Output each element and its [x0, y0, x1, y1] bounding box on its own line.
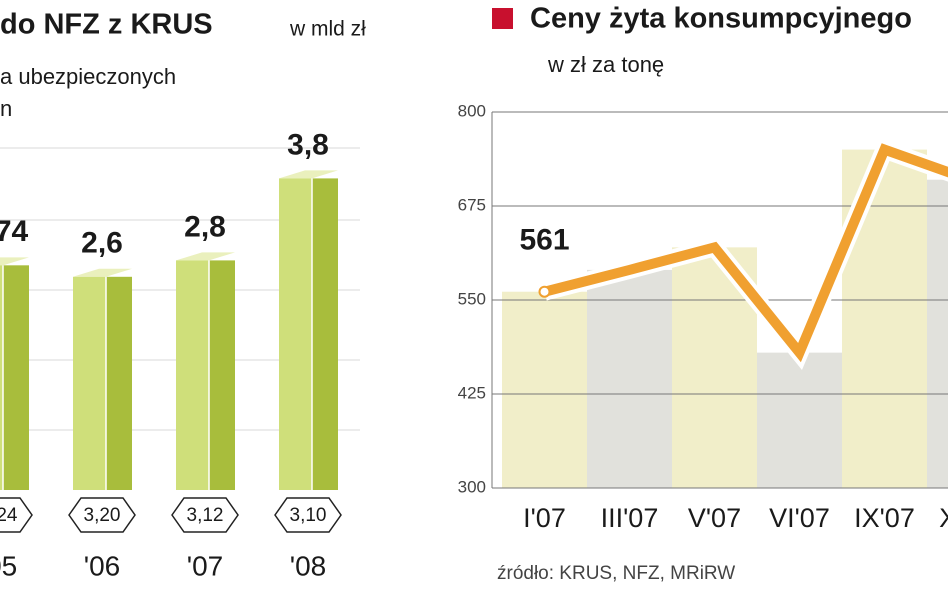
- bar-side: [3, 265, 29, 490]
- value-label: 3,8: [287, 128, 329, 161]
- y-tick-label: 550: [458, 289, 486, 308]
- subtitle: w zł za tonę: [547, 52, 664, 77]
- x-tick-label: '08: [290, 550, 327, 581]
- x-tick-label: III'07: [601, 503, 659, 533]
- bar-side: [106, 276, 132, 490]
- x-tick-label: I'07: [523, 503, 566, 533]
- value-label: 2,8: [184, 210, 226, 243]
- badge: [0, 497, 33, 533]
- badge: [68, 497, 136, 533]
- y-tick-label: 675: [458, 195, 486, 214]
- bar: [279, 178, 312, 490]
- legend-marker: [492, 8, 513, 29]
- x-tick-label: V'07: [688, 503, 741, 533]
- bar-top: [0, 257, 29, 266]
- bar-side: [312, 178, 338, 490]
- column: [757, 352, 842, 488]
- badge-label: 3,12: [187, 505, 224, 526]
- x-tick-label: '05: [0, 550, 17, 581]
- column: [502, 291, 587, 488]
- bar-top: [279, 170, 338, 179]
- bar: [176, 260, 209, 490]
- x-tick-label: IX'07: [854, 503, 915, 533]
- y-tick-label: 425: [458, 383, 486, 402]
- badge-label: 3,10: [290, 505, 327, 526]
- unit-label: w mld zł: [289, 18, 366, 41]
- bar-top: [73, 268, 132, 277]
- source: źródło: KRUS, NFZ, MRiRW: [497, 563, 735, 584]
- x-tick-label: '06: [84, 550, 121, 581]
- badge: [171, 497, 239, 533]
- x-tick-label: '07: [187, 550, 224, 581]
- chart-title: Ceny żyta konsumpcyjnego: [530, 3, 912, 35]
- badge-label: 3,24: [0, 505, 18, 526]
- bar-top: [176, 252, 235, 261]
- x-tick-label: VI'07: [769, 503, 830, 533]
- x-tick-label: XI'07: [939, 503, 948, 533]
- point: [538, 285, 551, 298]
- y-tick-label: 300: [458, 477, 486, 496]
- badge: [274, 497, 342, 533]
- bar: [73, 276, 106, 490]
- subtitle: n: [0, 96, 12, 121]
- subtitle: a ubezpieczonych: [0, 64, 176, 89]
- y-tick-label: 800: [458, 101, 486, 120]
- bar-side: [209, 260, 235, 490]
- value-label: 2,74: [0, 215, 29, 248]
- badge-label: 3,20: [84, 505, 121, 526]
- value-label: 2,6: [81, 227, 123, 260]
- bar: [0, 265, 3, 490]
- column: [587, 269, 672, 488]
- line: [543, 143, 948, 363]
- value-label: 561: [519, 224, 569, 257]
- column: [927, 179, 948, 488]
- chart-title: do NFZ z KRUS: [0, 9, 213, 41]
